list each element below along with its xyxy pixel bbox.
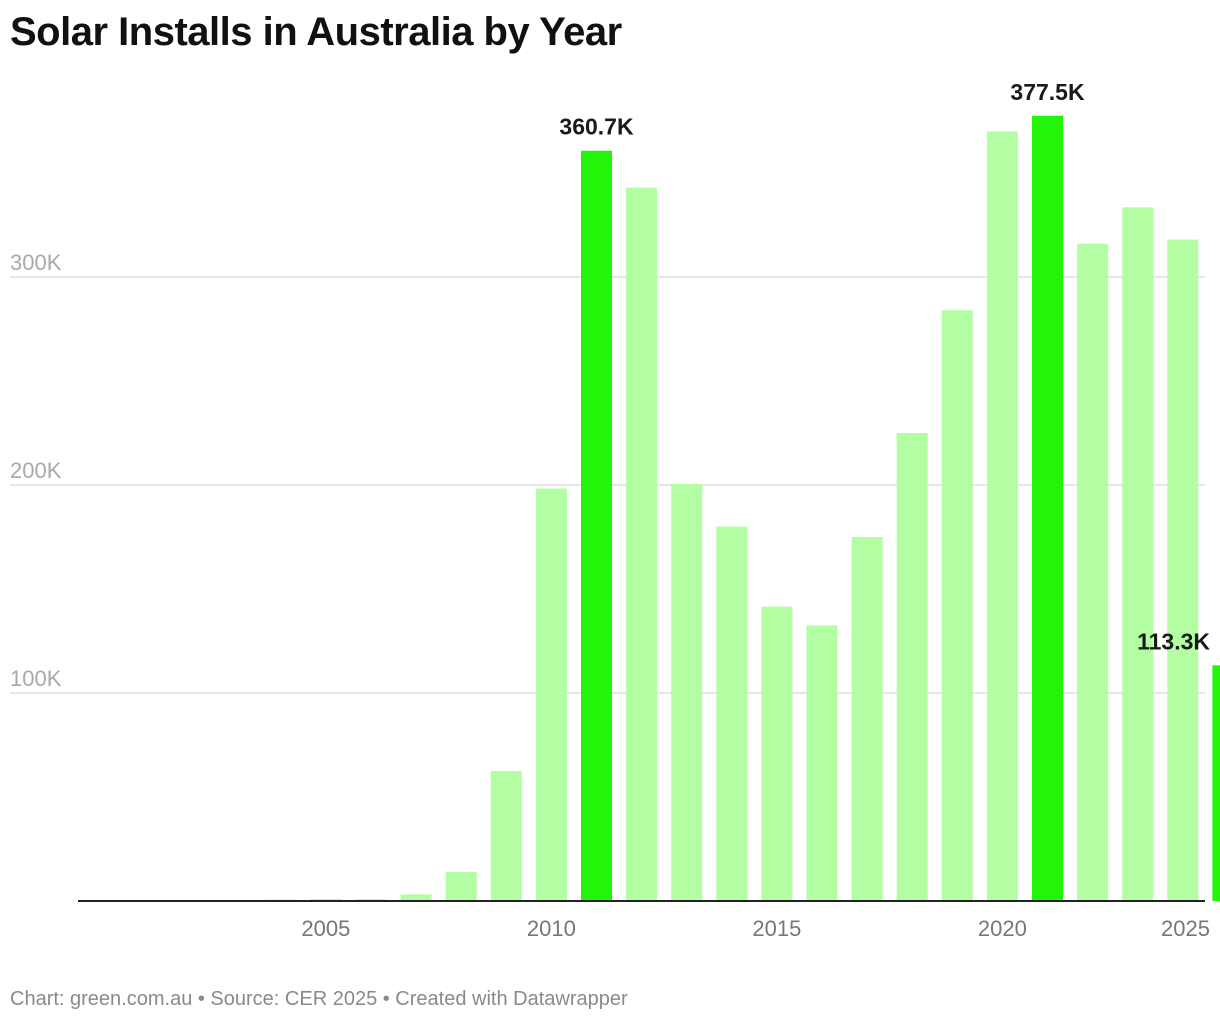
x-tick-label: 2020 — [978, 916, 1027, 941]
bar-2022 — [1077, 243, 1109, 902]
bar-2008 — [445, 872, 477, 901]
chart-footer: Chart: green.com.au • Source: CER 2025 •… — [10, 988, 628, 1010]
x-axis: 2005 2010 2015 2020 2025 — [78, 900, 1210, 941]
x-tick-label: 2025 — [1161, 916, 1210, 941]
x-tick-label: 2015 — [752, 916, 801, 941]
bar-2016 — [806, 625, 838, 901]
bar-2013 — [671, 483, 703, 901]
bar-2025 — [1212, 665, 1220, 901]
bar-2018 — [896, 433, 928, 901]
data-label-2011: 360.7K — [559, 114, 634, 140]
bar-2009 — [490, 771, 522, 901]
y-tick-label: 100K — [10, 666, 62, 691]
bar-2021 — [1032, 115, 1063, 902]
y-tick-label: 300K — [10, 250, 62, 275]
data-labels: 360.7K 377.5K 113.3K — [559, 79, 1210, 655]
bar-2007 — [400, 894, 432, 901]
x-tick-label: 2010 — [527, 916, 576, 941]
bar-2019 — [941, 310, 973, 901]
bar-2005 — [310, 898, 342, 901]
data-label-2025: 113.3K — [1137, 628, 1210, 654]
bar-2020 — [986, 131, 1018, 901]
bar-2017 — [851, 537, 883, 901]
bar-2014 — [716, 526, 748, 901]
x-tick-label: 2005 — [301, 916, 350, 941]
bars — [130, 115, 1220, 902]
bar-2012 — [626, 187, 658, 901]
bar-2024 — [1167, 239, 1199, 901]
bar-2011 — [581, 150, 612, 901]
y-tick-label: 200K — [10, 458, 62, 483]
bar-2023 — [1122, 207, 1154, 901]
chart-title: Solar Installs in Australia by Year — [10, 10, 622, 54]
bar-2010 — [535, 488, 567, 901]
bar-2015 — [761, 606, 793, 901]
data-label-2021: 377.5K — [1010, 79, 1085, 105]
